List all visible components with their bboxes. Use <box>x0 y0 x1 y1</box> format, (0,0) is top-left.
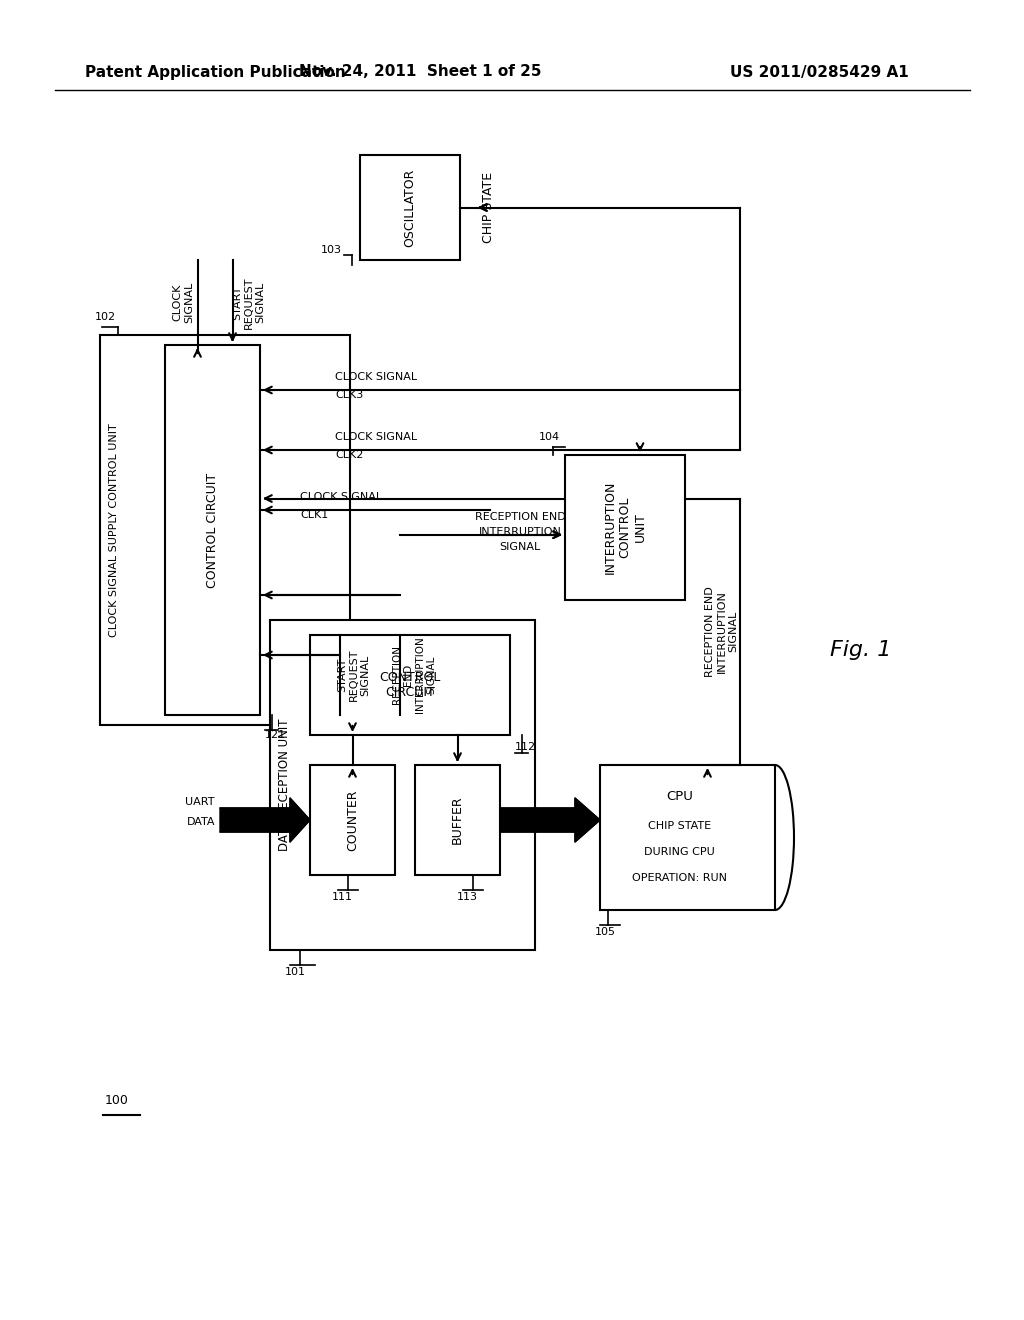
Text: CONTROL CIRCUIT: CONTROL CIRCUIT <box>206 473 219 587</box>
Bar <box>310 635 510 735</box>
Text: 105: 105 <box>595 927 616 937</box>
Bar <box>600 766 775 909</box>
Text: 101: 101 <box>285 968 305 977</box>
Text: UART: UART <box>185 797 215 807</box>
Text: RECEPTION END: RECEPTION END <box>475 512 565 521</box>
Text: Fig. 1: Fig. 1 <box>830 640 891 660</box>
Text: START
REQUEST
SIGNAL: START REQUEST SIGNAL <box>337 648 371 701</box>
Text: CPU: CPU <box>666 791 693 804</box>
Text: 111: 111 <box>332 892 353 902</box>
Text: DATA: DATA <box>186 817 215 828</box>
Text: 104: 104 <box>539 432 560 442</box>
Text: CHIP STATE: CHIP STATE <box>481 172 495 243</box>
Text: CLOCK SIGNAL: CLOCK SIGNAL <box>335 432 417 442</box>
Text: CLOCK SIGNAL: CLOCK SIGNAL <box>335 372 417 381</box>
Text: Nov. 24, 2011  Sheet 1 of 25: Nov. 24, 2011 Sheet 1 of 25 <box>299 65 542 79</box>
Text: INTERRUPTION
CONTROL
UNIT: INTERRUPTION CONTROL UNIT <box>603 480 646 574</box>
Text: 100: 100 <box>105 1093 129 1106</box>
Text: 112: 112 <box>515 742 537 752</box>
Text: RECEPTION
END
INTERRUPTION
SIGNAL: RECEPTION END INTERRUPTION SIGNAL <box>391 636 436 713</box>
Text: START
REQUEST
SIGNAL: START REQUEST SIGNAL <box>231 276 265 329</box>
Bar <box>415 766 500 875</box>
Bar <box>565 455 685 601</box>
Text: 113: 113 <box>457 892 478 902</box>
Polygon shape <box>220 799 310 842</box>
Bar <box>310 766 395 875</box>
Text: CLK1: CLK1 <box>300 510 329 520</box>
Bar <box>360 154 460 260</box>
Polygon shape <box>500 799 600 842</box>
Text: CLK2: CLK2 <box>335 450 364 459</box>
Text: DURING CPU: DURING CPU <box>644 847 715 857</box>
Text: 102: 102 <box>95 312 116 322</box>
Text: 121: 121 <box>265 730 286 741</box>
Text: CLOCK SIGNAL: CLOCK SIGNAL <box>300 492 382 502</box>
Text: INTERRUPTION: INTERRUPTION <box>478 527 561 537</box>
Text: CONTROL
CIRCUIT: CONTROL CIRCUIT <box>379 671 440 700</box>
Text: CHIP STATE: CHIP STATE <box>648 821 711 830</box>
Text: OPERATION: RUN: OPERATION: RUN <box>632 873 727 883</box>
Text: CLK3: CLK3 <box>335 389 364 400</box>
Text: RECEPTION END
INTERRUPTION
SIGNAL: RECEPTION END INTERRUPTION SIGNAL <box>706 586 738 677</box>
Text: OSCILLATOR: OSCILLATOR <box>403 169 417 247</box>
Text: BUFFER: BUFFER <box>451 796 464 845</box>
Text: Patent Application Publication: Patent Application Publication <box>85 65 346 79</box>
Bar <box>100 335 350 725</box>
Bar <box>165 345 260 715</box>
Text: CLOCK SIGNAL SUPPLY CONTROL UNIT: CLOCK SIGNAL SUPPLY CONTROL UNIT <box>109 424 119 636</box>
Bar <box>270 620 535 950</box>
Text: DATA RECEPTION UNIT: DATA RECEPTION UNIT <box>278 719 291 851</box>
Text: CLOCK
SIGNAL: CLOCK SIGNAL <box>173 282 195 323</box>
Text: 103: 103 <box>321 246 342 255</box>
Text: COUNTER: COUNTER <box>346 789 359 851</box>
Text: US 2011/0285429 A1: US 2011/0285429 A1 <box>730 65 908 79</box>
Text: SIGNAL: SIGNAL <box>500 541 541 552</box>
